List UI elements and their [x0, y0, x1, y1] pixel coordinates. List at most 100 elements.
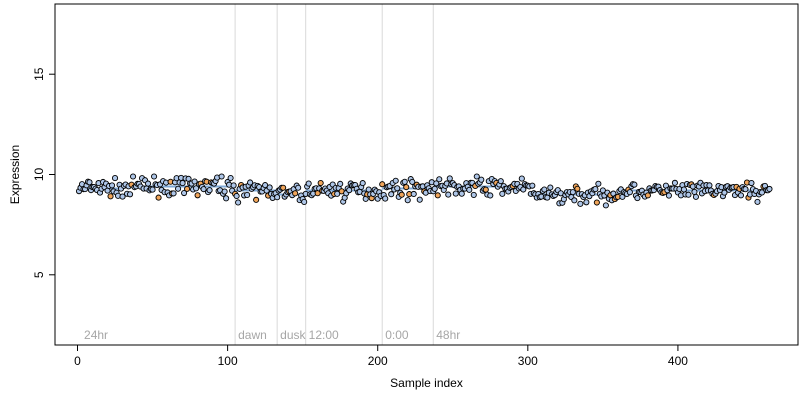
data-point: [571, 197, 578, 204]
data-point: [466, 186, 473, 193]
data-point: [433, 180, 440, 187]
data-point: [721, 189, 728, 196]
x-tick-label: 100: [218, 354, 238, 368]
data-point: [280, 184, 287, 191]
x-axis-ticks: 0 100 200 300 400: [74, 345, 688, 368]
data-point: [569, 189, 576, 196]
y-tick-label: 5: [32, 271, 46, 278]
data-point: [691, 188, 698, 195]
x-tick-label: 300: [518, 354, 538, 368]
data-point: [595, 180, 602, 187]
data-point: [754, 198, 761, 205]
data-point: [470, 191, 477, 198]
plot-frame: [54, 3, 799, 346]
data-point: [179, 180, 186, 187]
data-point: [487, 192, 494, 199]
data-point: [482, 186, 489, 193]
data-point: [292, 190, 299, 197]
x-tick-label: 0: [74, 354, 81, 368]
data-point: [518, 175, 525, 182]
data-point: [227, 174, 234, 182]
data-point: [379, 181, 386, 188]
data-point: [218, 173, 225, 180]
data-point: [388, 191, 395, 198]
data-point: [458, 190, 465, 197]
x-axis-label: Sample index: [390, 376, 463, 390]
data-point: [626, 189, 633, 196]
data-point: [392, 177, 399, 184]
data-point: [295, 184, 302, 191]
data-point: [445, 191, 452, 198]
data-point: [155, 194, 162, 201]
y-axis-label: Expression: [8, 145, 22, 204]
y-axis-ticks: 5 10 15: [32, 67, 55, 278]
data-point: [266, 184, 273, 191]
guide-label: dawn: [238, 328, 267, 342]
data-point: [274, 194, 281, 201]
data-point: [191, 178, 198, 185]
data-point: [706, 182, 713, 189]
data-point: [223, 195, 230, 202]
guide-label: 24hr: [84, 328, 108, 342]
data-point: [244, 191, 251, 199]
data-point: [499, 190, 506, 197]
data-point: [671, 179, 678, 186]
data-point: [301, 198, 308, 206]
data-point: [416, 196, 423, 203]
data-point: [737, 192, 745, 199]
data-point: [130, 173, 137, 180]
data-point: [631, 181, 638, 188]
vertical-guides: [234, 4, 434, 345]
data-point: [346, 187, 353, 194]
data-point: [221, 188, 228, 195]
data-point: [574, 185, 581, 192]
data-point: [230, 182, 237, 189]
guide-label: 48hr: [436, 328, 460, 342]
data-point: [602, 202, 609, 209]
guide-label: 12:00: [309, 328, 339, 342]
data-point: [436, 176, 443, 183]
data-point: [748, 179, 755, 187]
data-point: [434, 192, 441, 199]
data-point: [593, 199, 600, 206]
data-point: [520, 186, 527, 193]
data-point: [181, 189, 188, 197]
data-point: [86, 179, 93, 186]
data-point: [235, 199, 242, 206]
data-point: [359, 180, 366, 187]
data-point: [398, 191, 405, 198]
data-point: [401, 178, 408, 185]
data-point: [692, 193, 699, 200]
data-point: [305, 180, 312, 187]
data-point: [206, 187, 213, 194]
data-point: [108, 182, 116, 189]
data-point: [337, 180, 344, 187]
data-point: [119, 193, 126, 200]
data-point: [175, 185, 182, 192]
data-point: [577, 200, 584, 207]
data-point: [685, 191, 692, 198]
data-point: [193, 185, 200, 192]
data-points: [75, 173, 773, 209]
data-point: [583, 199, 590, 206]
data-point: [404, 197, 411, 204]
data-point: [111, 175, 119, 182]
data-point: [145, 180, 152, 187]
data-point: [194, 192, 201, 199]
data-point: [403, 184, 410, 191]
guide-label: dusk: [280, 328, 306, 342]
guide-label: 0:00: [385, 328, 409, 342]
data-point: [742, 186, 749, 193]
data-point: [680, 186, 687, 193]
y-tick-label: 15: [32, 67, 46, 81]
data-point: [409, 178, 416, 185]
data-point: [233, 192, 240, 200]
y-tick-label: 10: [32, 168, 46, 182]
data-point: [253, 196, 260, 203]
data-point: [452, 190, 459, 197]
data-point: [127, 191, 134, 198]
data-point: [529, 182, 536, 189]
data-point: [431, 185, 438, 192]
data-point: [592, 186, 599, 193]
